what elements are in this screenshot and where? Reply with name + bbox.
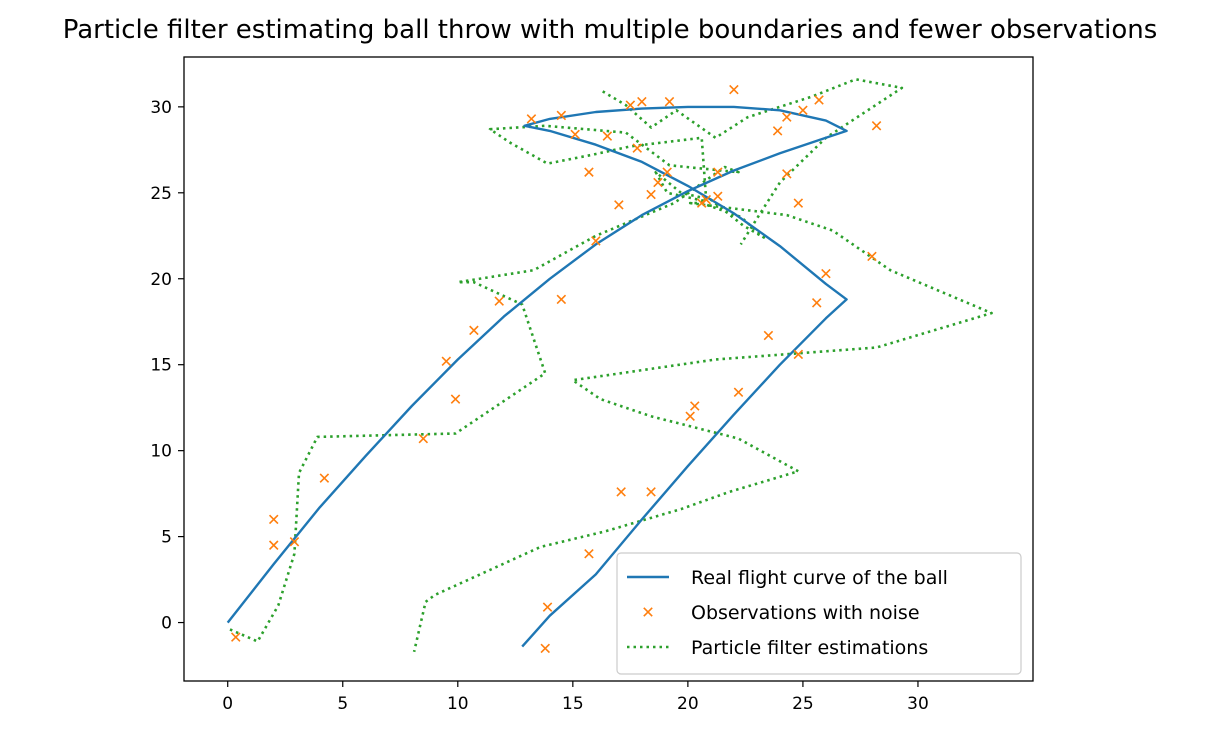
observation-point [821,268,831,279]
y-tick-label: 10 [150,442,172,462]
observation-point [418,433,429,444]
legend-entry: Observations with noise [643,602,920,624]
observation-point [664,96,675,107]
axes: 0 5 10 15 20 25 30 0 5 10 15 20 25 30 [150,56,1034,714]
observation-point [713,167,723,177]
observation-point [526,114,537,124]
observation-point [793,349,804,360]
observation-point [469,325,479,336]
observation-point [646,189,656,200]
observation-point [556,110,567,121]
legend-label: Particle filter estimations [691,637,928,659]
observation-point [616,487,626,497]
observation-point [662,167,672,177]
chart-title: Particle filter estimating ball throw wi… [63,15,1158,45]
observation-point [584,167,594,177]
observation-point [540,643,550,654]
observation-point [268,540,279,550]
observation-point [782,169,792,179]
observation-point [814,95,824,105]
observation-point [793,198,804,208]
real-flight-curve [226,105,848,648]
x-tick-label: 20 [677,694,699,714]
observation-point [602,131,613,141]
y-tick-label: 15 [150,356,172,376]
legend: Real flight curve of the ball Observation… [616,552,1022,675]
x-tick-label: 10 [447,694,469,714]
x-tick-label: 15 [562,694,584,714]
observation-point [268,514,279,525]
observation-point [646,487,656,497]
observation-point [591,236,601,246]
observation-point [871,120,882,131]
observation-point [782,112,792,122]
observation-point [685,411,695,422]
observation-point [713,191,723,202]
observation-point [614,200,624,210]
legend-entry: Real flight curve of the ball [627,567,948,589]
observation-point [696,198,707,208]
observation-point [556,294,567,305]
series-layer [226,78,993,654]
legend-entry: Particle filter estimations [627,637,928,659]
observation-point [570,129,580,140]
observation-point [450,394,461,404]
x-tick-label: 0 [222,694,233,714]
observation-point [867,251,877,262]
observation-point [763,330,774,341]
observation-point [542,602,553,612]
observation-point [701,194,712,205]
x-tick-label: 25 [792,694,814,714]
observation-point [798,105,808,116]
observation-point [811,298,822,308]
observation-point [632,143,643,153]
observation-point [772,126,783,136]
observation-point [319,473,330,483]
y-tick-label: 25 [150,184,172,204]
y-tick-label: 20 [150,270,172,290]
observation-point [653,177,663,188]
y-tick-label: 30 [150,98,172,118]
observation-point [690,401,700,411]
plot-frame [183,56,1034,682]
y-tick-label: 5 [161,528,172,548]
observation-point [625,100,636,110]
observation-point [729,84,739,95]
y-tick-label: 0 [161,614,172,634]
legend-box [616,552,1022,675]
particle-filter-line [602,78,904,246]
legend-label: Observations with noise [691,602,920,624]
plot-area [226,78,993,654]
observation-point [584,549,594,559]
observation-point [289,536,300,547]
observation-point [637,96,647,107]
observation-point [231,632,241,642]
legend-label: Real flight curve of the ball [691,567,948,589]
observation-point [733,387,744,397]
x-tick-label: 30 [907,694,929,714]
observation-point [494,296,504,306]
x-tick-label: 5 [337,694,348,714]
observation-point [441,356,452,367]
